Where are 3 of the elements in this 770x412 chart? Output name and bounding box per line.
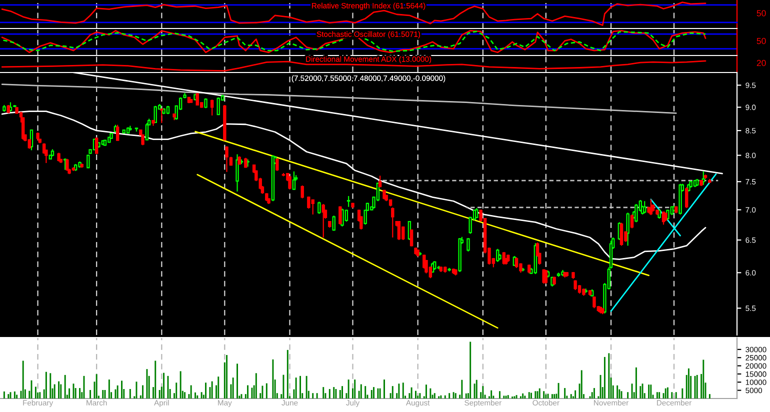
text: 20 xyxy=(756,60,766,66)
text: 50 xyxy=(756,10,766,16)
text: 50 xyxy=(756,38,766,44)
